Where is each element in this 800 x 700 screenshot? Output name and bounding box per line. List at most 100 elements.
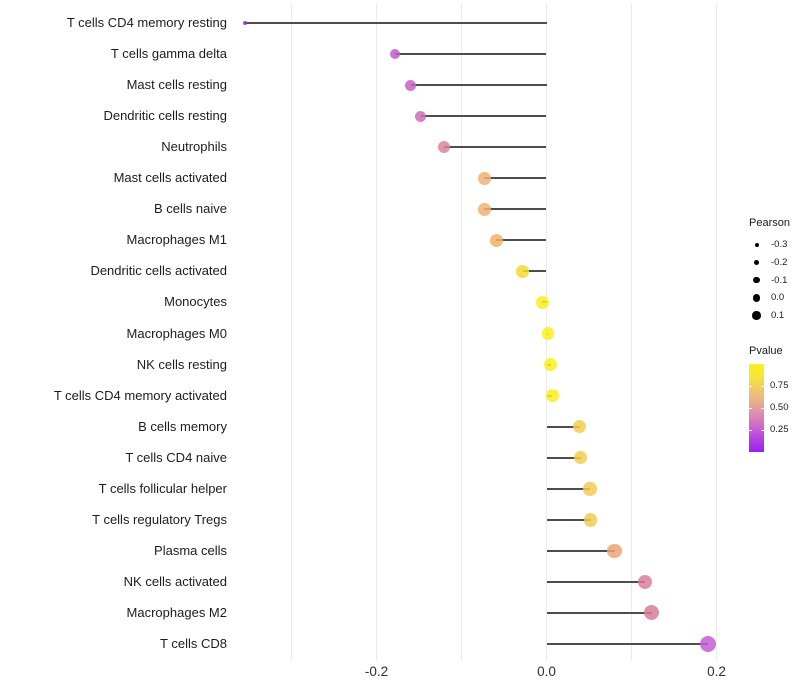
pearson-legend-label: 0.1 <box>771 310 785 322</box>
pearson-legend-dot <box>753 276 760 284</box>
x-gridline <box>631 4 632 660</box>
colorbar-tick-label: 0.25 <box>770 424 789 435</box>
lollipop-dot <box>644 605 660 621</box>
lollipop-stem <box>546 643 708 645</box>
lollipop-dot <box>574 451 587 465</box>
pearson-legend-dot <box>754 260 759 266</box>
lollipop-dot <box>637 574 653 590</box>
category-label: B cells memory <box>138 418 227 434</box>
category-label: T cells gamma delta <box>110 46 227 62</box>
colorbar-tick <box>749 385 752 387</box>
pearson-legend-key <box>749 273 764 288</box>
lollipop-dot <box>405 79 416 91</box>
lollipop-stem <box>546 487 590 490</box>
lollipop-dot <box>607 543 622 559</box>
lollipop-stem <box>395 53 547 56</box>
lollipop-dot <box>541 327 555 340</box>
colorbar-tick-label: 0.75 <box>770 380 789 391</box>
pearson-legend-title: Pearson <box>749 217 790 229</box>
category-label: Dendritic cells activated <box>90 263 227 279</box>
category-label: T cells CD4 memory resting <box>66 15 227 30</box>
x-gridline <box>291 4 292 660</box>
lollipop-dot <box>437 141 450 154</box>
lollipop-stem <box>410 84 547 87</box>
x-axis-tick-label: 0.2 <box>707 664 726 679</box>
x-gridline <box>461 4 462 660</box>
lollipop-dot <box>572 419 587 434</box>
category-label: B cells naive <box>154 201 227 217</box>
category-label: T cells follicular helper <box>98 480 227 496</box>
pearson-legend-label: -0.3 <box>771 239 788 251</box>
category-label: Neutrophils <box>161 139 227 155</box>
pearson-legend-dot <box>754 242 759 247</box>
lollipop-stem <box>522 270 547 273</box>
category-label: T cells CD8 <box>160 636 227 651</box>
pvalue-legend-title: Pvalue <box>749 345 783 357</box>
pearson-legend-dot <box>752 311 761 320</box>
lollipop-stem <box>546 580 646 583</box>
pvalue-colorbar <box>749 364 764 452</box>
lollipop-stem <box>496 239 547 242</box>
lollipop-dot <box>242 21 247 25</box>
x-axis-tick-label: -0.2 <box>364 664 389 679</box>
lollipop-stem <box>546 518 591 521</box>
pearson-legend-key <box>749 255 764 270</box>
lollipop-stem <box>244 22 547 24</box>
lollipop-stem <box>546 456 581 459</box>
pvalue-colorbar-wrap: 0.75 0.50 0.25 <box>749 364 799 454</box>
pearson-legend-key <box>749 237 764 252</box>
lollipop-dot <box>535 295 549 309</box>
category-label: Mast cells resting <box>126 77 227 93</box>
category-label: T cells CD4 naive <box>125 449 227 465</box>
lollipop-stem <box>420 115 547 118</box>
category-label: Mast cells activated <box>113 170 227 186</box>
lollipop-dot <box>415 110 427 122</box>
lollipop-dot <box>544 358 558 372</box>
lollipop-stem <box>484 177 547 180</box>
category-label: NK cells activated <box>123 573 227 589</box>
lollipop-dot <box>516 265 529 278</box>
lollipop-dot <box>545 388 560 403</box>
lollipop-stem <box>443 146 547 149</box>
pearson-legend-item: -0.3 <box>742 236 800 254</box>
pearson-legend-label: -0.2 <box>771 257 788 269</box>
pearson-legend-key <box>749 290 764 305</box>
lollipop-dot <box>583 513 598 527</box>
pearson-legend-item: 0.1 <box>742 307 800 325</box>
colorbar-tick <box>761 429 764 431</box>
pearson-size-legend: Pearson -0.3 -0.2 -0.1 0.0 0.1 <box>742 216 800 324</box>
category-label: NK cells resting <box>136 356 227 372</box>
pearson-legend-items: -0.3 -0.2 -0.1 0.0 0.1 <box>742 236 800 324</box>
category-label: T cells regulatory Tregs <box>92 511 227 527</box>
lollipop-stem <box>546 425 580 428</box>
colorbar-tick <box>761 407 764 409</box>
pearson-legend-item: -0.1 <box>742 271 800 289</box>
pearson-legend-label: 0.0 <box>771 292 785 304</box>
x-axis-tick-label: 0.0 <box>537 664 556 679</box>
lollipop-dot <box>478 203 491 216</box>
lollipop-dot <box>478 172 491 185</box>
lollipop-stem <box>484 208 547 211</box>
lollipop-stem <box>546 549 615 552</box>
pearson-legend-label: -0.1 <box>771 274 788 286</box>
pvalue-color-legend: Pvalue 0.75 0.50 0.25 <box>742 344 800 454</box>
lollipop-dot <box>583 482 597 496</box>
category-label: Dendritic cells resting <box>103 108 227 124</box>
colorbar-tick <box>761 385 764 387</box>
category-label: Macrophages M1 <box>126 232 227 248</box>
category-label: Monocytes <box>164 294 227 310</box>
pearson-legend-key <box>749 308 764 323</box>
category-label: T cells CD4 memory activated <box>53 387 227 403</box>
pearson-legend-item: -0.2 <box>742 254 800 272</box>
lollipop-stem <box>546 611 652 614</box>
colorbar-tick-label: 0.50 <box>770 402 789 413</box>
category-label: Macrophages M0 <box>126 325 227 341</box>
lollipop-dot <box>489 233 503 247</box>
pearson-legend-item: 0.0 <box>742 289 800 307</box>
lollipop-dot <box>390 49 401 60</box>
colorbar-tick <box>749 407 752 409</box>
category-label: Plasma cells <box>154 542 227 558</box>
x-gridline <box>716 4 717 660</box>
pearson-legend-dot <box>752 294 761 302</box>
